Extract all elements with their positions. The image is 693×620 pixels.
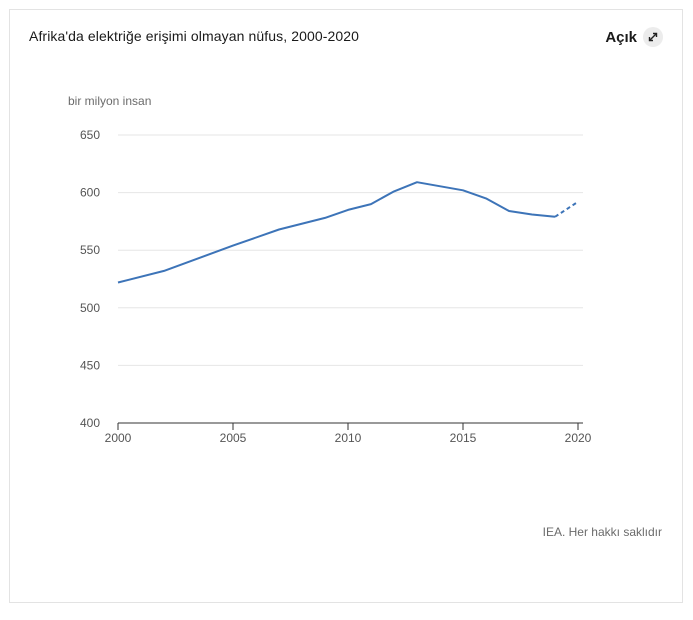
x-tick-label-2005: 2005 — [220, 431, 247, 445]
x-axis: 2000 2005 2010 2015 2020 — [105, 422, 592, 445]
x-tick-label-2010: 2010 — [335, 431, 362, 445]
x-tick-label-2020: 2020 — [565, 431, 592, 445]
expand-label: Açık — [605, 28, 637, 46]
y-tick-labels: 400 450 500 550 600 650 — [80, 128, 100, 430]
y-tick-label-450: 450 — [80, 358, 100, 372]
x-tick-label-2000: 2000 — [105, 431, 132, 445]
y-tick-label-400: 400 — [80, 416, 100, 430]
y-tick-label-600: 600 — [80, 186, 100, 200]
x-tick-label-2015: 2015 — [450, 431, 477, 445]
expand-button[interactable]: Açık — [605, 27, 663, 47]
y-tick-label-500: 500 — [80, 301, 100, 315]
series-line-historical — [117, 181, 556, 284]
grid-lines — [118, 134, 583, 366]
expand-arrows-icon — [643, 27, 663, 47]
y-tick-label-550: 550 — [80, 243, 100, 257]
y-axis-unit-label: bir milyon insan — [68, 94, 152, 108]
chart-card — [9, 9, 683, 603]
series-line-projection — [554, 200, 579, 218]
copyright-note: IEA. Her hakkı saklıdır — [542, 525, 662, 539]
y-tick-label-650: 650 — [80, 128, 100, 142]
series-lines — [117, 181, 579, 284]
chart-title: Afrika'da elektriğe erişimi olmayan nüfu… — [29, 28, 360, 44]
